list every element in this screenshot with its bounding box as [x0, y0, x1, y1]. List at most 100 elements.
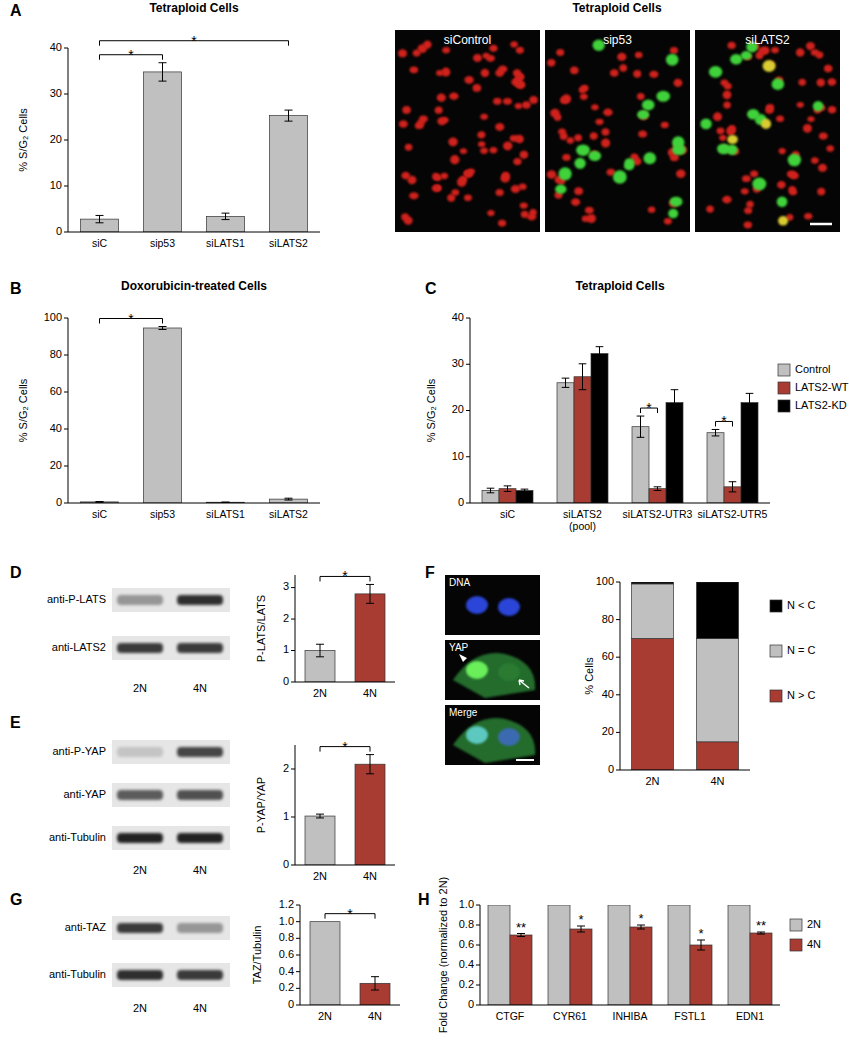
nucleus	[602, 128, 610, 135]
legend-swatch	[770, 645, 782, 657]
y-tick	[296, 921, 300, 922]
nucleus	[402, 106, 410, 114]
nucleus	[481, 69, 489, 77]
x-tick-label: 2N	[313, 687, 327, 699]
blot-band	[117, 790, 163, 800]
scale-bar	[516, 759, 534, 761]
error-bar	[654, 487, 662, 491]
y-tick	[291, 865, 295, 866]
nucleus	[721, 80, 729, 86]
y-tick	[291, 817, 295, 818]
y-tick-label: 10	[50, 179, 62, 191]
y-tick-label: 1.0	[279, 915, 294, 927]
image-background	[445, 640, 540, 700]
image-label: sip53	[603, 33, 632, 47]
blot-band	[117, 747, 163, 757]
nucleus	[513, 158, 521, 165]
image-label: siControl	[444, 33, 491, 47]
y-tick-label: 20	[50, 459, 62, 471]
legend-swatch	[778, 364, 790, 376]
label-line: siLATS2	[269, 508, 308, 520]
y-axis-label: P-YAP/YAP	[255, 777, 267, 833]
blot-strip	[112, 636, 230, 660]
nucleus	[803, 124, 812, 133]
nucleus	[496, 189, 504, 196]
nucleus	[437, 94, 446, 102]
nucleus	[723, 101, 730, 108]
nucleus	[746, 201, 753, 208]
y-axis-label: Fold Change (normalized to 2N)	[437, 877, 449, 1034]
nucleus	[807, 116, 814, 122]
blot-band	[177, 747, 223, 757]
nucleus	[562, 154, 570, 161]
nucleus	[510, 135, 518, 142]
nucleus	[787, 170, 796, 177]
y-tick-label: 30	[452, 357, 464, 369]
significance-mark: *	[698, 926, 703, 941]
nucleus	[503, 141, 512, 150]
nucleus	[635, 52, 643, 59]
y-tick	[476, 965, 480, 966]
y-axis-label: TAZ/Tubulin	[251, 926, 263, 985]
y-tick	[64, 186, 68, 187]
x-tick-label: 4N	[363, 687, 377, 699]
blot-strip	[112, 963, 230, 987]
nucleus	[441, 117, 448, 123]
nucleus	[498, 220, 506, 227]
y-tick-label: 0	[608, 763, 614, 775]
x-tick-label: INHIBA	[612, 1010, 647, 1022]
nucleus	[828, 106, 836, 113]
y-tick-label: 40	[452, 311, 464, 323]
nucleus	[585, 207, 594, 214]
y-tick-label: 60	[50, 385, 62, 397]
nucleus	[571, 198, 580, 206]
nucleus	[554, 114, 561, 121]
lane-label: 4N	[193, 682, 207, 694]
nucleus	[413, 49, 421, 56]
label-line: 4N	[363, 687, 377, 699]
y-tick-label: 0	[288, 998, 294, 1010]
x-tick-label: 2N	[318, 1010, 332, 1022]
label-line: siLATS2	[563, 508, 602, 520]
y-tick-label: 1.2	[279, 898, 294, 910]
error-bar	[316, 814, 324, 818]
legend-label: 4N	[807, 938, 821, 950]
nucleus	[717, 128, 725, 135]
micrograph	[445, 640, 540, 700]
nucleus	[828, 78, 836, 85]
y-tick	[476, 1005, 480, 1006]
nucleus	[466, 726, 488, 744]
plot-marks	[81, 63, 308, 232]
nucleus	[817, 78, 825, 86]
legend-label: Control	[795, 363, 830, 375]
nucleus	[473, 54, 482, 62]
image-label: Merge	[449, 707, 478, 718]
nucleus	[670, 197, 683, 207]
y-tick-label: 0	[56, 496, 62, 508]
nucleus	[713, 112, 722, 121]
nucleus	[798, 79, 806, 86]
y-tick	[466, 456, 470, 457]
label-line: INHIBA	[612, 1010, 647, 1022]
nucleus	[511, 185, 520, 193]
label-line: EDN1	[736, 1010, 764, 1022]
blot-band	[177, 790, 223, 800]
y-tick	[466, 503, 470, 504]
y-tick-label: 0	[56, 225, 62, 237]
nucleus	[468, 168, 475, 174]
x-tick-label: FSTL1	[674, 1010, 706, 1022]
panel-label: B	[10, 280, 22, 297]
x-axis-line	[300, 1005, 400, 1006]
nucleus	[409, 192, 418, 199]
y-axis-line	[68, 318, 69, 503]
error-bar	[579, 364, 587, 390]
x-tick-label: 4N	[368, 1010, 382, 1022]
nucleus	[515, 103, 523, 109]
arrow	[519, 680, 529, 688]
y-tick	[296, 971, 300, 972]
panel-label: G	[10, 891, 22, 908]
nucleus	[399, 120, 408, 128]
x-tick-label: siLATS2-UTR5	[698, 508, 768, 520]
bar	[557, 383, 574, 503]
nucleus	[503, 98, 512, 105]
